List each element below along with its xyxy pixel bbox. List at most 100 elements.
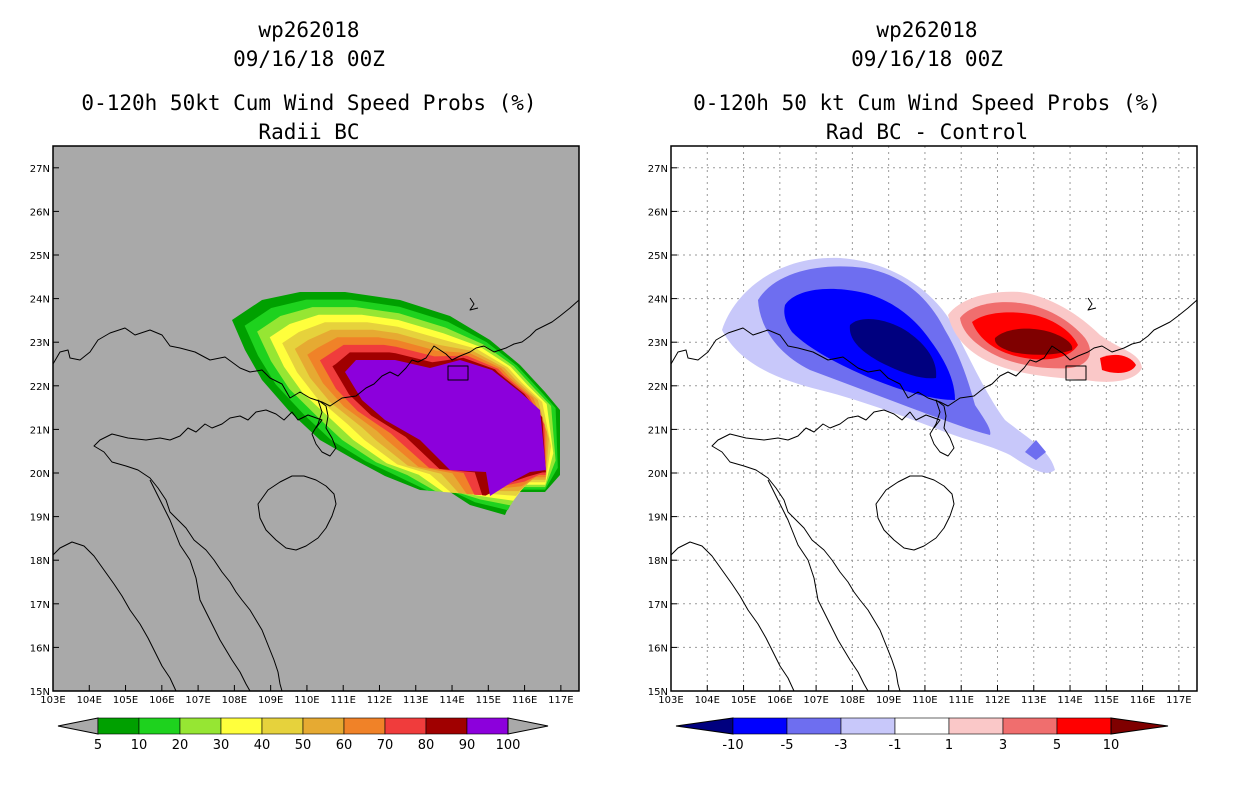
lat-label: 24N bbox=[648, 295, 668, 306]
lon-label: 108E bbox=[840, 695, 865, 706]
lon-label: 104E bbox=[77, 695, 102, 706]
left-title-date: 09/16/18 00Z bbox=[233, 47, 385, 71]
lon-label: 116E bbox=[1130, 695, 1155, 706]
island-taiwan-strait bbox=[1087, 297, 1097, 311]
colorbar-swatch bbox=[948, 717, 1004, 735]
lon-label: 113E bbox=[403, 695, 428, 706]
colorbar-label: 10 bbox=[1103, 738, 1120, 753]
lat-label: 16N bbox=[30, 643, 50, 654]
colorbar-upper-triangle bbox=[1110, 717, 1169, 735]
lat-label: 15N bbox=[648, 687, 668, 698]
lon-label: 109E bbox=[876, 695, 901, 706]
colorbar-label: 30 bbox=[213, 738, 230, 753]
lat-label: 16N bbox=[648, 643, 668, 654]
colorbar-swatch bbox=[343, 717, 386, 735]
left-panel: wp262018 09/16/18 00Z 0-120h 50kt Cum Wi… bbox=[30, 18, 580, 753]
colorbar: 5 10 20 30 40 50 60 70 80 90 100 bbox=[57, 717, 549, 753]
colorbar-label: 80 bbox=[418, 738, 435, 753]
lat-label: 20N bbox=[30, 469, 50, 480]
coastline-3 bbox=[670, 541, 795, 692]
island-taiwan-strait bbox=[469, 297, 479, 311]
coastline-2 bbox=[767, 479, 869, 692]
coastline-6 bbox=[1065, 365, 1087, 381]
coastline-1 bbox=[93, 409, 323, 692]
lat-label: 19N bbox=[648, 513, 668, 524]
coastlines bbox=[670, 297, 1198, 692]
lon-label: 116E bbox=[512, 695, 537, 706]
lon-label: 105E bbox=[113, 695, 138, 706]
map-frame bbox=[670, 145, 1198, 692]
lon-label: 111E bbox=[949, 695, 974, 706]
colorbar-label: 10 bbox=[131, 738, 148, 753]
coastline-4 bbox=[875, 475, 955, 551]
lat-label: 15N bbox=[30, 687, 50, 698]
contour-90 bbox=[345, 360, 546, 496]
lat-label: 17N bbox=[30, 600, 50, 611]
right-title-product: 0-120h 50 kt Cum Wind Speed Probs (%) bbox=[693, 91, 1161, 115]
lat-label: 18N bbox=[648, 556, 668, 567]
lat-label: 22N bbox=[648, 382, 668, 393]
colorbar-label: -5 bbox=[781, 738, 794, 753]
coastline-4 bbox=[257, 475, 337, 551]
lat-label: 21N bbox=[648, 425, 668, 436]
colorbar-label: 100 bbox=[496, 738, 521, 753]
colorbar-swatch bbox=[840, 717, 896, 735]
colorbar-swatch bbox=[179, 717, 222, 735]
lon-label: 105E bbox=[731, 695, 756, 706]
colorbar-swatch bbox=[1056, 717, 1112, 735]
lon-label: 110E bbox=[294, 695, 319, 706]
coastline-2 bbox=[149, 479, 251, 692]
lat-label: 22N bbox=[30, 382, 50, 393]
colorbar-swatch bbox=[425, 717, 468, 735]
right-title-date: 09/16/18 00Z bbox=[851, 47, 1003, 71]
colorbar-swatch bbox=[732, 717, 788, 735]
lon-label: 115E bbox=[1094, 695, 1119, 706]
lon-label: 114E bbox=[439, 695, 464, 706]
colorbar-label: 60 bbox=[336, 738, 353, 753]
lon-label: 104E bbox=[695, 695, 720, 706]
colorbar-swatch bbox=[97, 717, 140, 735]
coastline-6 bbox=[447, 365, 469, 381]
diff-pos-10 bbox=[994, 328, 1073, 355]
colorbar-swatch bbox=[138, 717, 181, 735]
lat-label: 23N bbox=[648, 338, 668, 349]
colorbar-swatch bbox=[894, 717, 950, 735]
lon-label: 103E bbox=[40, 695, 65, 706]
lat-label: 24N bbox=[30, 295, 50, 306]
colorbar-swatch bbox=[384, 717, 427, 735]
lon-label: 112E bbox=[985, 695, 1010, 706]
colorbar-label: 70 bbox=[377, 738, 394, 753]
lat-label: 17N bbox=[648, 600, 668, 611]
diff-neg-blob-small bbox=[1025, 440, 1046, 460]
lat-label: 19N bbox=[30, 513, 50, 524]
lon-label: 117E bbox=[1166, 695, 1191, 706]
colorbar: -10 -5 -3 -1 1 3 5 10 bbox=[675, 717, 1169, 753]
lat-label: 27N bbox=[30, 164, 50, 175]
colorbar-swatch bbox=[261, 717, 304, 735]
colorbar-swatch bbox=[302, 717, 345, 735]
right-map: 103E 104E 105E 106E 107E 108E 109E 110E 111E 112E… bbox=[648, 145, 1198, 753]
colorbar-lower-triangle bbox=[57, 717, 99, 735]
lon-label: 106E bbox=[149, 695, 174, 706]
lon-label: 112E bbox=[367, 695, 392, 706]
lat-label: 26N bbox=[648, 207, 668, 218]
lon-label: 110E bbox=[912, 695, 937, 706]
lon-label: 103E bbox=[658, 695, 683, 706]
lon-label: 106E bbox=[767, 695, 792, 706]
lat-label: 26N bbox=[30, 207, 50, 218]
lon-label: 107E bbox=[185, 695, 210, 706]
right-title-storm: wp262018 bbox=[876, 18, 978, 42]
lat-label: 18N bbox=[30, 556, 50, 567]
colorbar-swatch bbox=[1002, 717, 1058, 735]
colorbar-label: 20 bbox=[172, 738, 189, 753]
colorbar-label: 90 bbox=[459, 738, 476, 753]
colorbar-lower-triangle bbox=[675, 717, 734, 735]
colorbar-swatch bbox=[786, 717, 842, 735]
lon-label: 108E bbox=[222, 695, 247, 706]
right-panel: wp262018 09/16/18 00Z 0-120h 50 kt Cum W… bbox=[618, 0, 1236, 800]
colorbar-label: -3 bbox=[835, 738, 848, 753]
colorbar-upper-triangle bbox=[507, 717, 549, 735]
colorbar-label: 40 bbox=[254, 738, 271, 753]
colorbar-label: 5 bbox=[1053, 738, 1061, 753]
left-map: 103E 104E 105E 106E 107E 108E 109E 110E 111E 112E… bbox=[30, 145, 580, 753]
